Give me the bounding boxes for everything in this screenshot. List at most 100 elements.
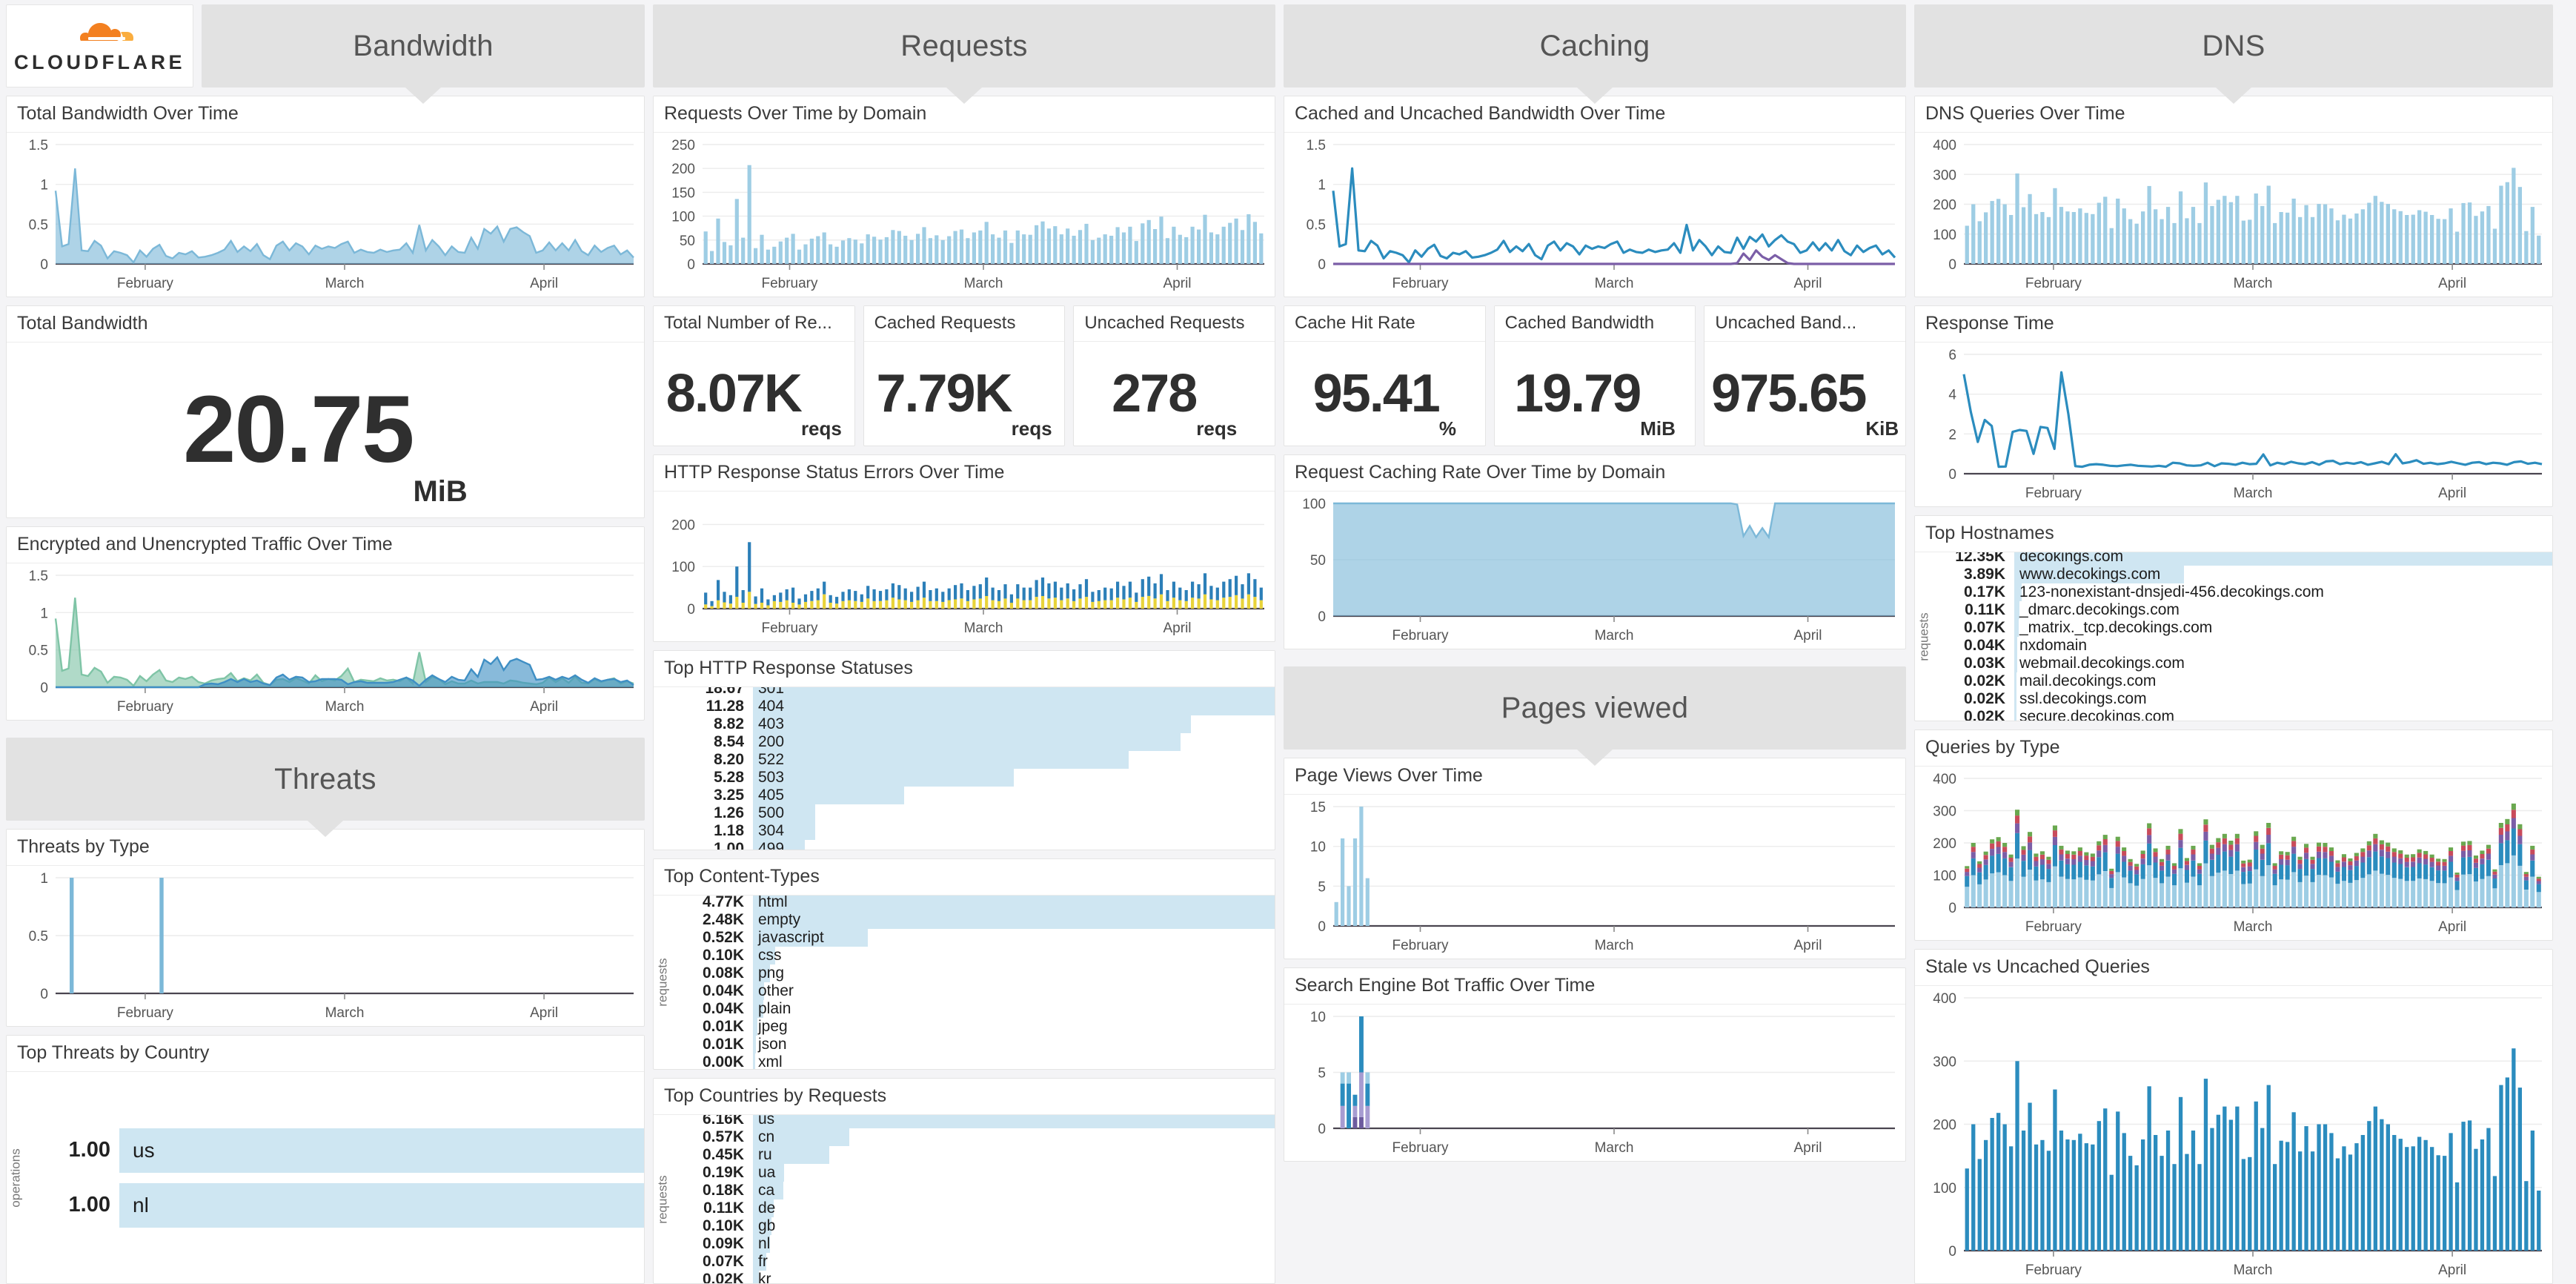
rank-label: javascript	[758, 929, 824, 946]
panel-title: Top Countries by Requests	[654, 1079, 1275, 1115]
rank-label: ua	[758, 1163, 776, 1181]
list-item[interactable]: 1.00 us	[26, 1128, 644, 1173]
svg-text:April: April	[1163, 276, 1192, 291]
panel-top-hostnames: Top Hostnames requests 12.35K decokings.c…	[1914, 515, 2553, 721]
stat-unit: %	[1438, 417, 1456, 440]
panel-title: HTTP Response Status Errors Over Time	[654, 455, 1275, 492]
list-item[interactable]: 0.10K gb	[673, 1217, 1275, 1235]
list-item[interactable]: 1.18 304	[673, 821, 1275, 840]
rank-bar-fill	[753, 804, 816, 822]
list-item[interactable]: 0.08K png	[673, 964, 1275, 982]
list-item[interactable]: 0.00K xml	[673, 1053, 1275, 1069]
rank-bar-fill	[753, 1252, 767, 1271]
list-item[interactable]: 1.26 500	[673, 804, 1275, 822]
rank-bar: ca	[753, 1181, 1275, 1199]
list-item[interactable]: 8.20 522	[673, 750, 1275, 769]
svg-text:200: 200	[671, 162, 695, 177]
svg-text:April: April	[1794, 628, 1822, 643]
rank-label: 404	[758, 697, 785, 715]
list-item[interactable]: 0.02K mail.decokings.com	[1934, 672, 2552, 690]
list-item[interactable]: 18.67 301	[673, 687, 1275, 698]
stat-label: Cached Bandwidth	[1494, 306, 1696, 342]
section-tab-pages-viewed[interactable]: Pages viewed	[1284, 666, 1906, 749]
section-tab-threats[interactable]: Threats	[6, 738, 645, 821]
list-item[interactable]: 0.03K webmail.decokings.com	[1934, 654, 2552, 672]
section-tab-caching[interactable]: Caching	[1284, 4, 1906, 87]
svg-text:100: 100	[1933, 1181, 1956, 1197]
rank-label: empty	[758, 911, 801, 928]
list-item[interactable]: 0.11K de	[673, 1199, 1275, 1217]
panel-requests-over-time: Requests Over Time by Domain 0 50 100 150 20…	[653, 96, 1275, 297]
list-item[interactable]: 0.18K ca	[673, 1181, 1275, 1199]
list-item[interactable]: 0.01K jpeg	[673, 1018, 1275, 1036]
list-item[interactable]: 0.07K _matrix._tcp.decokings.com	[1934, 618, 2552, 637]
rank-value: 12.35K	[1955, 552, 2005, 565]
list-item[interactable]: 8.54 200	[673, 732, 1275, 751]
list-item[interactable]: 1.00 nl	[26, 1182, 644, 1228]
rank-bar: other	[753, 982, 1275, 1000]
rank-bar: 200	[753, 732, 1275, 751]
rank-bar: nl	[753, 1234, 1275, 1253]
list-item[interactable]: 5.28 503	[673, 768, 1275, 787]
top-countries-list: requests 6.16K us 0.57K cn 0.45K ru 0.19K ua 0.1…	[654, 1115, 1275, 1283]
list-item[interactable]: 11.28 404	[673, 697, 1275, 715]
svg-text:0: 0	[1318, 609, 1326, 625]
chart-requests-over-time: 0 50 100 150 200 250 February March April	[654, 133, 1275, 297]
svg-text:0: 0	[40, 987, 48, 1002]
list-item[interactable]: 3.89K www.decokings.com	[1934, 565, 2552, 583]
svg-text:February: February	[2025, 486, 2082, 501]
rank-bar: 405	[753, 786, 1275, 804]
rank-bar: 522	[753, 750, 1275, 769]
svg-text:February: February	[761, 621, 818, 636]
list-item[interactable]: 3.25 405	[673, 786, 1275, 804]
list-item[interactable]: 4.77K html	[673, 896, 1275, 911]
list-item[interactable]: 0.01K json	[673, 1036, 1275, 1053]
rank-label: ru	[758, 1145, 772, 1163]
list-item[interactable]: 0.19K ua	[673, 1163, 1275, 1182]
list-item[interactable]: 1.00 499	[673, 839, 1275, 850]
rank-value: 6.16K	[702, 1115, 744, 1128]
list-item[interactable]: 0.04K other	[673, 982, 1275, 1000]
rank-bar: mail.decokings.com	[2014, 672, 2552, 690]
list-item[interactable]: 0.02K kr	[673, 1270, 1275, 1283]
stat-label: Cached Requests	[863, 306, 1065, 342]
rank-value: 1.18	[714, 821, 744, 839]
svg-text:5: 5	[1318, 879, 1326, 895]
list-item[interactable]: 0.02K secure.decokings.com	[1934, 707, 2552, 721]
section-tab-requests[interactable]: Requests	[653, 4, 1275, 87]
svg-text:April: April	[1794, 276, 1822, 291]
list-item[interactable]: 12.35K decokings.com	[1934, 552, 2552, 566]
list-item[interactable]: 2.48K empty	[673, 911, 1275, 929]
list-item[interactable]: 0.04K nxdomain	[1934, 636, 2552, 655]
list-item[interactable]: 0.10K css	[673, 947, 1275, 964]
list-item[interactable]: 0.52K javascript	[673, 929, 1275, 947]
rank-value: 3.89K	[1963, 565, 2005, 583]
panel-top-content-types: Top Content-Types requests 4.77K html 2.48…	[653, 858, 1275, 1070]
svg-text:March: March	[964, 276, 1003, 291]
list-item[interactable]: 0.04K plain	[673, 1000, 1275, 1018]
list-item[interactable]: 6.16K us	[673, 1115, 1275, 1128]
svg-text:April: April	[1163, 621, 1192, 636]
list-item[interactable]: 0.57K cn	[673, 1128, 1275, 1146]
stat-unit: reqs	[1196, 417, 1238, 440]
list-item[interactable]: 0.07K fr	[673, 1252, 1275, 1271]
section-tab-bandwidth[interactable]: Bandwidth	[202, 4, 645, 87]
rank-label: _matrix._tcp.decokings.com	[2019, 618, 2213, 636]
rank-label: decokings.com	[2019, 552, 2124, 565]
list-item[interactable]: 0.09K nl	[673, 1234, 1275, 1253]
list-item[interactable]: 0.11K _dmarc.decokings.com	[1934, 600, 2552, 619]
svg-text:February: February	[1392, 938, 1449, 953]
section-tab-dns[interactable]: DNS	[1914, 4, 2553, 87]
svg-text:0: 0	[1318, 1122, 1326, 1137]
list-item[interactable]: 8.82 403	[673, 715, 1275, 733]
axis-title-requests: requests	[656, 1174, 671, 1224]
list-item[interactable]: 0.45K ru	[673, 1145, 1275, 1164]
list-item[interactable]: 0.17K 123-nonexistant-dnsjedi-456.decokin…	[1934, 583, 2552, 601]
svg-text:April: April	[530, 699, 558, 715]
svg-text:0: 0	[1948, 257, 1956, 273]
stat-value: 19.79	[1514, 364, 1641, 423]
rank-bar-fill	[753, 786, 905, 804]
chart-request-caching-rate: 0 50 100 February March April	[1284, 492, 1905, 649]
rank-bar: us	[753, 1115, 1275, 1128]
list-item[interactable]: 0.02K ssl.decokings.com	[1934, 689, 2552, 708]
